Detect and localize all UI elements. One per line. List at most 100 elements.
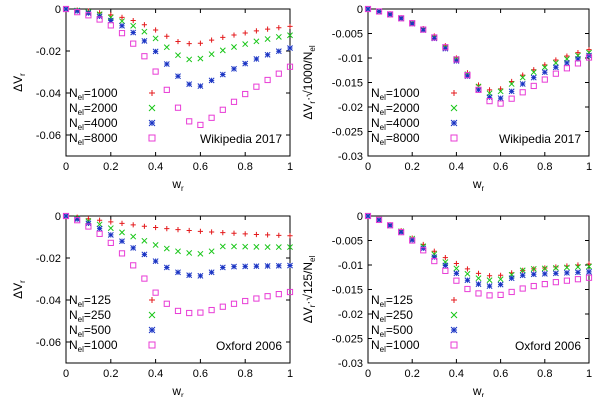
data-point (130, 29, 137, 36)
legend-label-value: =1000 (386, 86, 420, 100)
data-point (541, 281, 548, 288)
data-point (364, 5, 372, 13)
data-point (163, 86, 170, 93)
data-point (530, 271, 537, 278)
data-point (442, 45, 449, 52)
data-point (552, 64, 559, 71)
y-axis-label-sub: r (18, 280, 27, 283)
legend-label: Nel=1000 (371, 338, 420, 354)
data-point (287, 45, 293, 52)
data-point (564, 53, 570, 59)
legend-marker (148, 104, 156, 112)
data-point (508, 88, 515, 95)
data-point (108, 219, 114, 225)
data-point (509, 78, 515, 85)
data-point (464, 73, 471, 80)
dataset-annotation: Wikipedia 2017 (499, 132, 581, 146)
data-point (563, 269, 570, 276)
data-point (497, 276, 504, 283)
data-point (164, 226, 170, 232)
data-point (442, 267, 449, 274)
data-point (475, 290, 482, 297)
data-point (163, 61, 170, 67)
data-point (96, 16, 103, 23)
x-tick-label: 0.6 (193, 368, 208, 380)
legend-label-sub: el (380, 93, 386, 102)
data-point (497, 88, 504, 95)
legend-label-main: N (69, 293, 78, 307)
legend-label-sub: el (380, 345, 386, 354)
data-point (552, 270, 559, 277)
data-point (175, 73, 181, 80)
y-tick-label: -0.02 (338, 309, 363, 321)
data-point (519, 81, 526, 87)
data-point (119, 22, 125, 29)
data-point (287, 233, 293, 239)
data-point (242, 231, 248, 237)
data-point (264, 293, 271, 300)
x-tick-label: 0.4 (148, 161, 163, 173)
dataset-annotation: Wikipedia 2017 (200, 132, 282, 146)
data-point (141, 22, 147, 28)
data-point (376, 8, 383, 15)
data-point (575, 50, 581, 56)
data-point (209, 229, 215, 235)
legend-label-main: N (69, 131, 78, 145)
x-axis-label-main: w (171, 177, 181, 191)
data-point (497, 95, 504, 102)
data-point (119, 14, 125, 20)
data-point (475, 86, 482, 93)
legend-label: Nel=125 (371, 293, 413, 309)
legend-label: Nel=250 (371, 308, 413, 324)
legend-marker (450, 326, 458, 334)
data-point (453, 277, 460, 284)
data-point (287, 244, 293, 251)
series-2 (63, 213, 293, 257)
y-tick-label: -0.02 (36, 253, 61, 265)
y-tick-label: -0.025 (332, 334, 363, 346)
data-point (508, 81, 515, 87)
x-axis-label-main: w (171, 384, 181, 397)
legend-label-value: =1000 (84, 338, 118, 352)
data-point (286, 63, 294, 70)
y-tick-label: -0.06 (36, 337, 61, 349)
data-point (552, 70, 559, 77)
legend-label-value: =125 (386, 293, 413, 307)
x-axis-label-sub: r (181, 184, 184, 193)
data-point (174, 307, 182, 315)
legend-marker (451, 297, 457, 303)
legend-label-main: N (371, 293, 380, 307)
data-point (130, 40, 137, 47)
x-tick-label: 0.8 (238, 161, 253, 173)
legend-marker (450, 119, 458, 127)
data-point (118, 30, 126, 37)
legend-label: Nel=8000 (69, 131, 118, 147)
y-axis-label-main: ΔV (11, 283, 25, 299)
data-point (163, 44, 170, 51)
legend-label-main: N (69, 101, 78, 115)
series-3 (365, 6, 592, 102)
data-point (275, 291, 282, 298)
data-point (286, 288, 294, 296)
legend-label: Nel=1000 (371, 86, 420, 102)
data-point (365, 6, 371, 12)
data-point (253, 38, 260, 45)
legend-marker (450, 134, 458, 142)
data-point (586, 261, 592, 267)
data-point (85, 223, 92, 230)
legend-label-sub: el (380, 300, 386, 309)
data-point (431, 248, 437, 254)
data-point (219, 106, 226, 113)
series-3 (365, 213, 592, 290)
data-point (197, 272, 204, 279)
data-point (186, 309, 193, 317)
data-point (453, 56, 460, 63)
y-axis-label: ΔVr·√1000/Nel (301, 45, 317, 119)
data-point (219, 71, 226, 78)
data-point (174, 104, 182, 111)
data-point (563, 65, 570, 72)
data-point (420, 245, 427, 252)
data-point (387, 11, 394, 18)
legend-label-sub: el (78, 108, 84, 117)
x-tick-label: 0.2 (405, 368, 420, 380)
